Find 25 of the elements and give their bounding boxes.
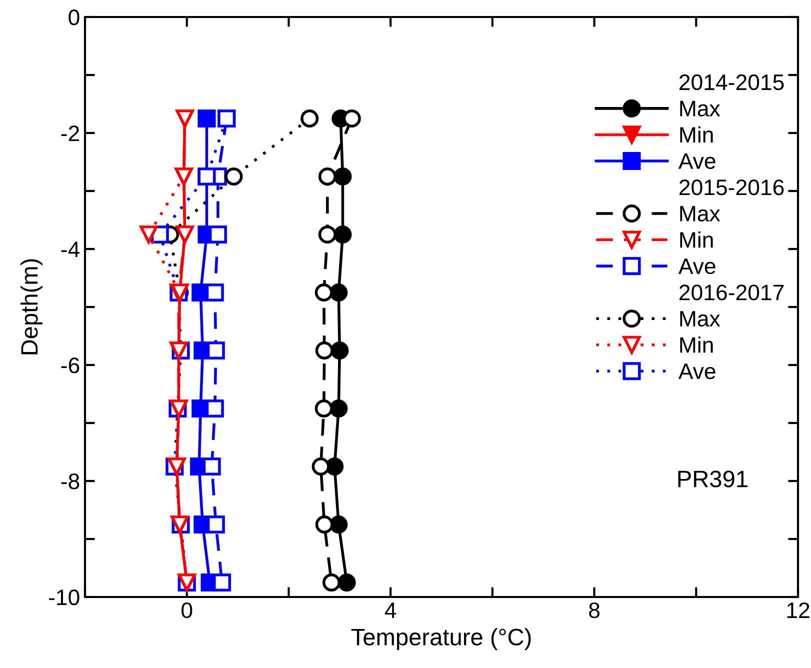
y-axis-title: Depth(m)	[20, 259, 42, 354]
y-tick-label: -2	[61, 126, 80, 142]
y-tick-label: -4	[61, 242, 80, 258]
y-tick-label: -10	[49, 590, 80, 606]
legend-label: Max	[680, 311, 720, 327]
y-tick-label: -6	[61, 358, 80, 374]
x-axis-title: Temperature (°C)	[351, 628, 531, 650]
x-tick-label: 4	[384, 602, 396, 618]
legend-label: Ave	[678, 153, 716, 169]
annotation: 2015-2016	[680, 180, 784, 196]
annotation: PR391	[678, 470, 748, 488]
legend-label: Min	[680, 336, 713, 353]
legend-label: Max	[680, 100, 720, 116]
legend-label: Min	[680, 126, 713, 142]
legend-label: Max	[680, 206, 720, 222]
y-tick-label: -8	[61, 474, 80, 490]
legend-label: Ave	[678, 258, 716, 274]
legend-label: Min	[680, 231, 713, 248]
x-tick-label: 0	[182, 602, 192, 618]
annotation: 2016-2017	[680, 284, 784, 300]
legend-label: Ave	[678, 364, 716, 380]
y-tick-label: 0	[68, 10, 80, 26]
annotation: 2014-2015	[680, 74, 784, 90]
x-tick-label: 8	[589, 602, 600, 618]
x-tick-label: 12	[787, 602, 810, 618]
